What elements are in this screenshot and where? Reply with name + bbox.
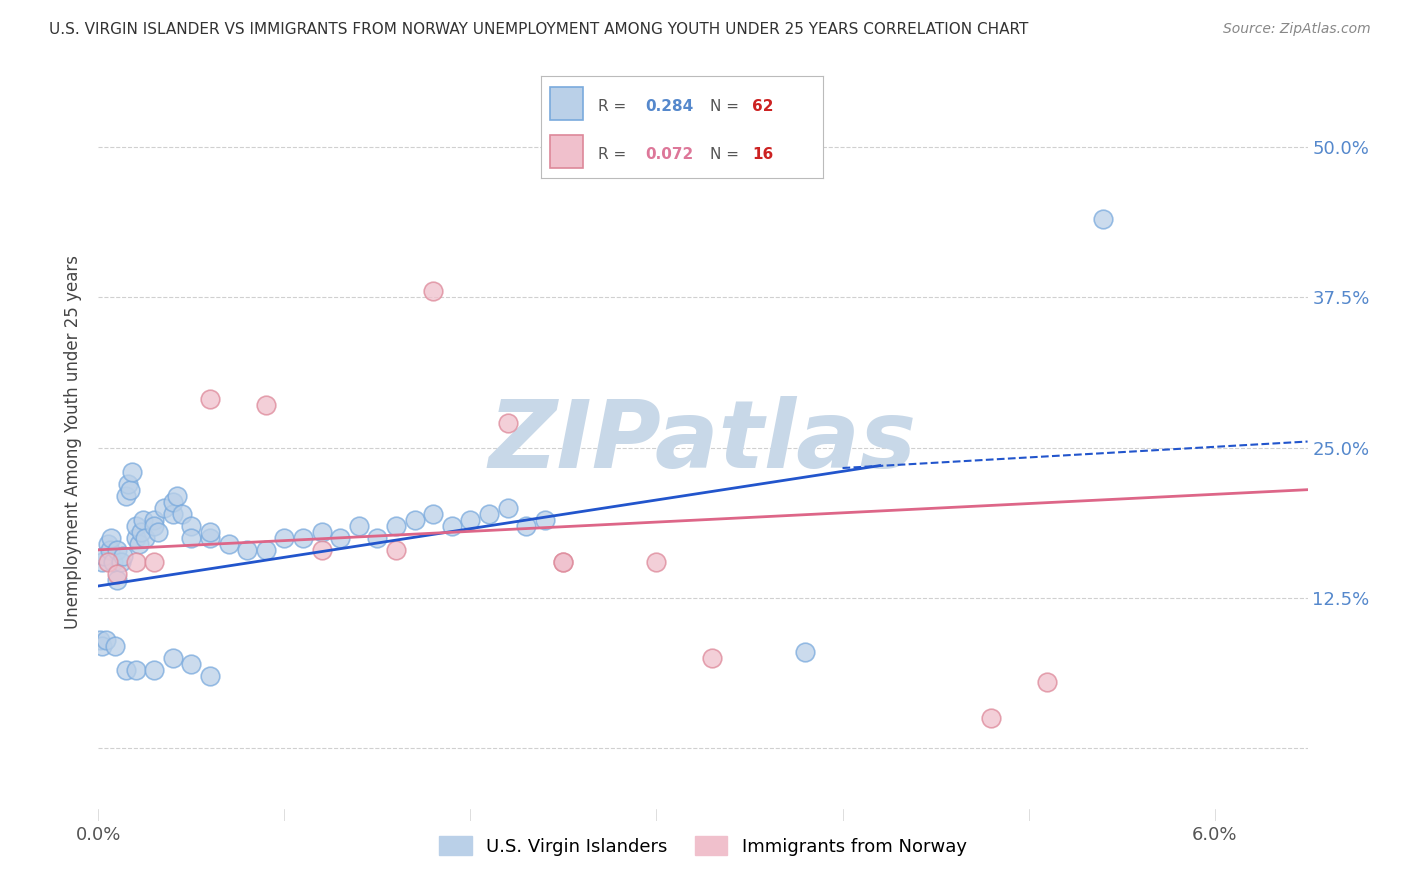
Bar	[550, 136, 583, 168]
Point	[273, 531, 295, 545]
Point	[162, 494, 184, 508]
Point	[422, 284, 444, 298]
Point	[162, 507, 184, 521]
Point	[198, 531, 221, 545]
Point	[152, 500, 174, 515]
Point	[97, 537, 120, 551]
Point	[111, 549, 134, 563]
Point	[129, 524, 152, 539]
Point	[496, 500, 519, 515]
Point	[128, 537, 150, 551]
Legend: U.S. Virgin Islanders, Immigrants from Norway: U.S. Virgin Islanders, Immigrants from N…	[430, 827, 976, 864]
Point	[515, 518, 537, 533]
Point	[93, 549, 115, 563]
Point	[143, 663, 166, 677]
Point	[143, 555, 166, 569]
Point	[180, 518, 202, 533]
Point	[110, 555, 132, 569]
Point	[180, 531, 202, 545]
Text: Source: ZipAtlas.com: Source: ZipAtlas.com	[1223, 22, 1371, 37]
Point	[124, 531, 146, 545]
Point	[347, 518, 370, 533]
Point	[94, 633, 117, 648]
Point	[553, 555, 575, 569]
Point	[385, 542, 408, 557]
Point	[254, 399, 277, 413]
Point	[534, 513, 557, 527]
Point	[198, 392, 221, 407]
Point	[422, 507, 444, 521]
Point	[124, 555, 146, 569]
Text: R =: R =	[598, 147, 631, 162]
Point	[980, 711, 1002, 725]
Point	[105, 573, 128, 587]
Point	[143, 513, 166, 527]
Point	[1036, 675, 1059, 690]
Point	[105, 566, 128, 581]
Point	[146, 524, 169, 539]
Point	[104, 639, 127, 653]
Point	[103, 555, 125, 569]
Point	[198, 524, 221, 539]
Point	[91, 555, 114, 569]
Point	[89, 633, 111, 648]
Point	[180, 657, 202, 672]
Point	[440, 518, 463, 533]
Point	[236, 542, 259, 557]
Point	[118, 483, 141, 497]
Point	[91, 639, 114, 653]
Point	[496, 417, 519, 431]
Point	[218, 537, 240, 551]
Point	[198, 669, 221, 683]
Point	[645, 555, 668, 569]
Point	[162, 651, 184, 665]
Point	[329, 531, 352, 545]
Point	[478, 507, 501, 521]
Point	[117, 476, 139, 491]
Point	[172, 507, 194, 521]
Point	[254, 542, 277, 557]
Point	[98, 542, 121, 557]
Point	[124, 518, 146, 533]
Point	[97, 555, 120, 569]
Point	[166, 489, 188, 503]
Point	[115, 489, 138, 503]
Text: ZIPatlas: ZIPatlas	[489, 395, 917, 488]
Point	[794, 645, 817, 659]
Point	[404, 513, 426, 527]
Point	[311, 524, 333, 539]
Point	[100, 531, 122, 545]
Text: 0.284: 0.284	[645, 99, 693, 114]
Point	[460, 513, 482, 527]
Point	[143, 518, 166, 533]
Text: 62: 62	[752, 99, 773, 114]
Point	[292, 531, 315, 545]
Text: N =: N =	[710, 99, 744, 114]
Text: N =: N =	[710, 147, 744, 162]
Point	[105, 542, 128, 557]
Y-axis label: Unemployment Among Youth under 25 years: Unemployment Among Youth under 25 years	[65, 254, 83, 629]
Point	[553, 555, 575, 569]
Text: U.S. VIRGIN ISLANDER VS IMMIGRANTS FROM NORWAY UNEMPLOYMENT AMONG YOUTH UNDER 25: U.S. VIRGIN ISLANDER VS IMMIGRANTS FROM …	[49, 22, 1029, 37]
Point	[385, 518, 408, 533]
Text: R =: R =	[598, 99, 631, 114]
Text: 16: 16	[752, 147, 773, 162]
Point	[121, 465, 143, 479]
Point	[1091, 211, 1114, 226]
Point	[115, 663, 138, 677]
Text: 0.072: 0.072	[645, 147, 693, 162]
Point	[132, 513, 155, 527]
Point	[702, 651, 724, 665]
Point	[134, 531, 156, 545]
Bar	[550, 87, 583, 120]
Point	[311, 542, 333, 557]
Point	[366, 531, 388, 545]
Point	[124, 663, 146, 677]
